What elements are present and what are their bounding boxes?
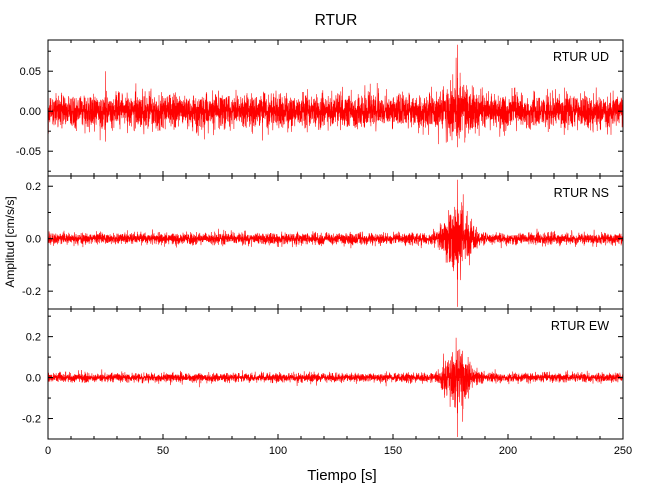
svg-text:RTUR: RTUR	[315, 12, 358, 29]
svg-text:0.2: 0.2	[26, 181, 41, 193]
svg-text:0.05: 0.05	[20, 66, 41, 78]
svg-text:RTUR NS: RTUR NS	[554, 186, 609, 200]
svg-text:50: 50	[157, 445, 169, 457]
svg-text:RTUR EW: RTUR EW	[551, 319, 609, 333]
svg-text:-0.05: -0.05	[16, 146, 41, 158]
svg-text:RTUR UD: RTUR UD	[553, 50, 609, 64]
svg-text:0.2: 0.2	[26, 332, 41, 344]
svg-text:250: 250	[614, 445, 632, 457]
svg-text:-0.2: -0.2	[22, 286, 41, 298]
svg-text:200: 200	[499, 445, 517, 457]
svg-text:Tiempo [s]: Tiempo [s]	[307, 467, 376, 484]
svg-text:0: 0	[45, 445, 51, 457]
svg-text:100: 100	[269, 445, 287, 457]
svg-text:150: 150	[384, 445, 402, 457]
svg-text:0.0: 0.0	[26, 234, 41, 246]
svg-text:-0.2: -0.2	[22, 414, 41, 426]
svg-text:Amplitud [cm/s/s]: Amplitud [cm/s/s]	[3, 196, 17, 287]
svg-text:0.00: 0.00	[20, 106, 41, 118]
svg-text:0.0: 0.0	[26, 373, 41, 385]
